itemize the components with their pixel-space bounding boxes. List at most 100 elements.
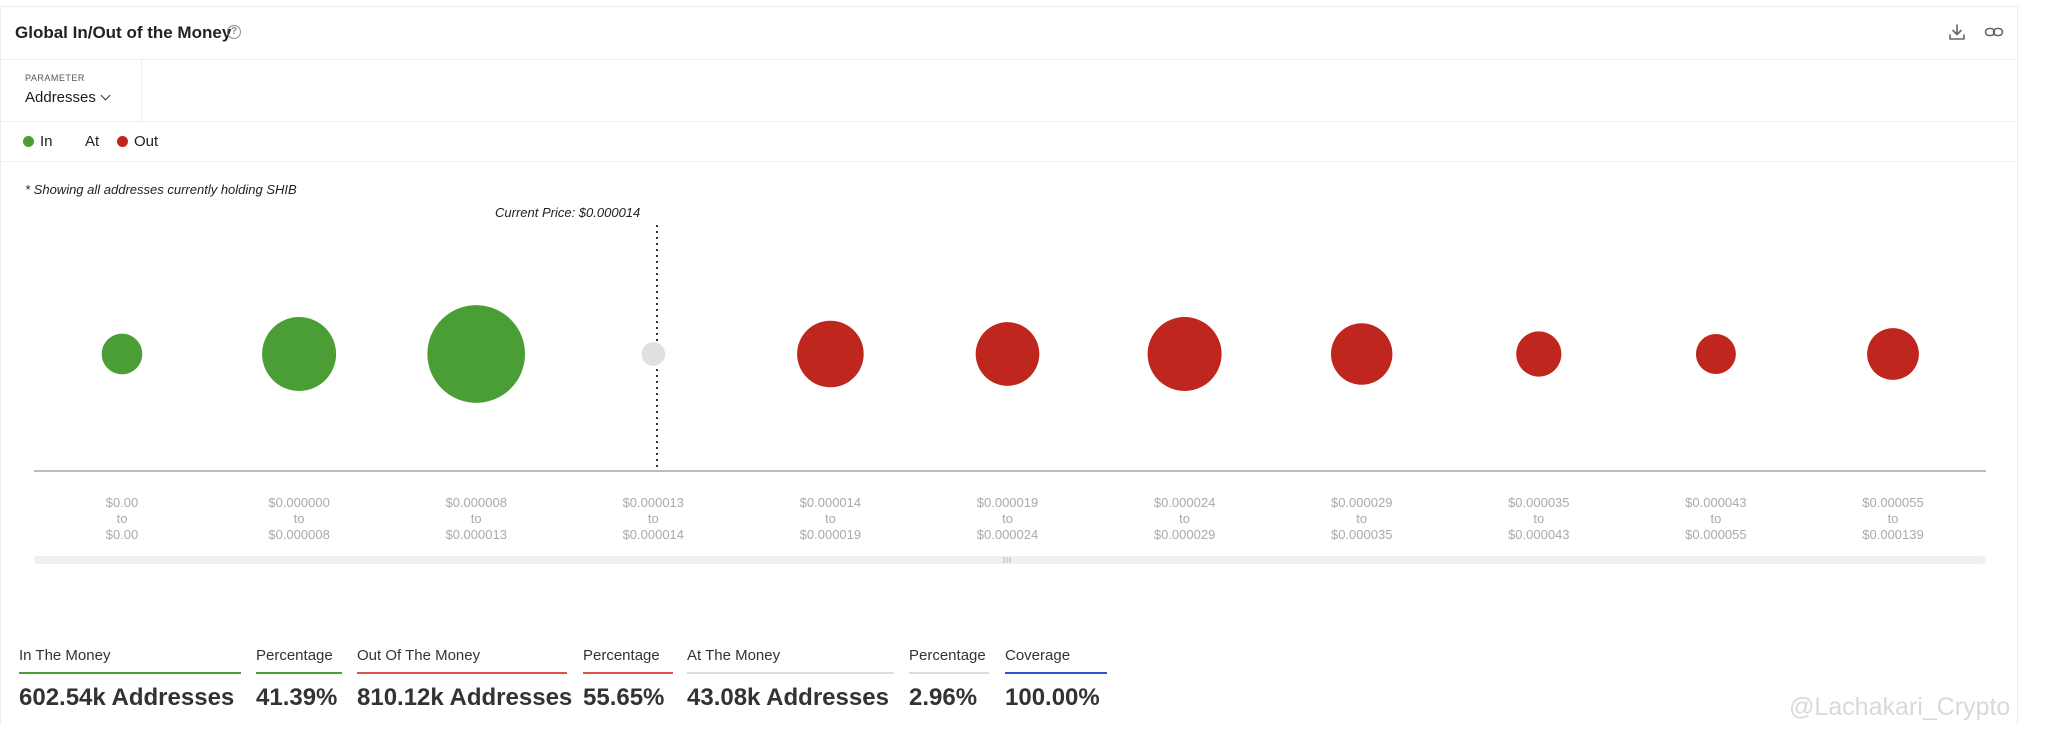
tick-label: to — [825, 511, 836, 526]
link-icon[interactable] — [1983, 21, 2005, 43]
stat-label: Out Of The Money — [357, 647, 481, 664]
parameter-label: PARAMETER — [25, 73, 85, 83]
tick-label: $0.000008 — [445, 495, 506, 510]
tick-labels-group: $0.00to$0.00$0.000000to$0.000008$0.00000… — [106, 495, 1924, 542]
tick-label: $0.000043 — [1508, 527, 1569, 542]
tick-label: $0.000029 — [1154, 527, 1215, 542]
stat-underline — [687, 672, 894, 674]
tick-label: $0.000055 — [1685, 527, 1746, 542]
tick-label: $0.000013 — [623, 495, 684, 510]
legend: In At Out — [1, 121, 2017, 162]
stat-block: Percentage 55.65% — [583, 647, 673, 712]
legend-label-out: Out — [134, 133, 159, 150]
tick-label: to — [1533, 511, 1544, 526]
stat-underline — [583, 672, 673, 674]
legend-label-at: At — [85, 133, 100, 150]
bubble-out[interactable] — [1695, 334, 1736, 374]
tick-label: to — [1002, 511, 1013, 526]
tick-label: $0.000014 — [800, 495, 861, 510]
legend-item-at[interactable]: At — [85, 133, 99, 150]
tick-label: $0.000019 — [977, 495, 1038, 510]
stat-value: 100.00% — [1005, 684, 1100, 711]
tick-label: $0.000014 — [623, 527, 684, 542]
bubble-out[interactable] — [1147, 317, 1222, 391]
stat-value: 43.08k Addresses — [687, 684, 889, 711]
legend-dot-in — [23, 136, 34, 147]
bubble-out[interactable] — [975, 322, 1040, 386]
scrollbar-grip-icon[interactable] — [1003, 557, 1011, 563]
bubble-out[interactable] — [1516, 331, 1562, 377]
tick-label: $0.00 — [106, 495, 139, 510]
stat-underline — [909, 672, 989, 674]
tick-label: $0.00 — [106, 527, 139, 542]
tick-label: $0.000013 — [445, 527, 506, 542]
holding-note: * Showing all addresses currently holdin… — [25, 182, 297, 197]
tick-label: $0.000035 — [1508, 495, 1569, 510]
tick-label: to — [1356, 511, 1367, 526]
stat-label: Coverage — [1005, 647, 1071, 664]
tick-label: to — [1888, 511, 1899, 526]
bubble-in[interactable] — [101, 333, 143, 375]
chart-card: Global In/Out of the Money ? PARAMETER A… — [0, 6, 2018, 725]
stat-block: Percentage 2.96% — [909, 647, 989, 712]
tick-label: $0.000139 — [1862, 527, 1923, 542]
stat-label: Percentage — [909, 647, 986, 664]
stat-underline — [357, 672, 567, 674]
stat-label: In The Money — [19, 647, 111, 664]
tick-label: $0.000029 — [1331, 495, 1392, 510]
chevron-down-icon — [100, 90, 111, 101]
tick-label: to — [294, 511, 305, 526]
parameter-cell: PARAMETER Addresses — [1, 59, 142, 121]
download-icon[interactable] — [1946, 21, 1968, 43]
tick-label: to — [648, 511, 659, 526]
summary-stats: In The Money 602.54k Addresses Percentage 4… — [1, 647, 1161, 732]
stat-label: At The Money — [687, 647, 781, 664]
stat-block: Percentage 41.39% — [256, 647, 342, 712]
legend-item-in[interactable]: In — [23, 133, 53, 150]
stat-underline — [19, 672, 241, 674]
stat-value: 810.12k Addresses — [357, 684, 573, 711]
stat-label: Percentage — [256, 647, 333, 664]
bubble-out[interactable] — [797, 320, 864, 388]
stat-underline — [256, 672, 342, 674]
legend-dot-out — [117, 136, 128, 147]
bubble-out[interactable] — [1330, 323, 1393, 385]
tick-label: to — [471, 511, 482, 526]
legend-label-in: In — [40, 133, 53, 150]
bubble-at[interactable] — [641, 342, 666, 366]
tick-label: $0.000008 — [268, 527, 329, 542]
parameter-dropdown[interactable]: Addresses — [25, 89, 111, 106]
legend-item-out[interactable]: Out — [117, 133, 158, 150]
tick-label: to — [117, 511, 128, 526]
stat-block: Out Of The Money 810.12k Addresses — [357, 647, 573, 712]
tick-label: to — [1179, 511, 1190, 526]
stat-block: In The Money 602.54k Addresses — [19, 647, 241, 712]
tick-label: $0.000055 — [1862, 495, 1923, 510]
tick-label: $0.000024 — [1154, 495, 1215, 510]
stat-value: 41.39% — [256, 684, 338, 711]
tick-label: $0.000019 — [800, 527, 861, 542]
tick-label: $0.000043 — [1685, 495, 1746, 510]
parameter-bar: PARAMETER Addresses — [1, 59, 2017, 122]
tick-label: $0.000000 — [268, 495, 329, 510]
bubble-out[interactable] — [1867, 328, 1919, 380]
bubbles-group — [101, 305, 1919, 403]
bubble-chart: $0.00to$0.00$0.000000to$0.000008$0.00000… — [34, 225, 1986, 564]
tick-label: to — [1710, 511, 1721, 526]
tick-label: $0.000024 — [977, 527, 1038, 542]
question-circle-icon[interactable]: ? — [227, 25, 241, 39]
stat-underline — [1005, 672, 1107, 674]
parameter-value: Addresses — [25, 89, 96, 106]
card-header: Global In/Out of the Money ? — [1, 7, 2017, 60]
current-price-label: Current Price: $0.000014 — [495, 205, 641, 220]
watermark: @Lachakari_Crypto — [1789, 693, 2011, 721]
page-title: Global In/Out of the Money — [15, 23, 232, 42]
stat-value: 602.54k Addresses — [19, 684, 235, 711]
bubble-in[interactable] — [262, 317, 337, 391]
tick-label: $0.000035 — [1331, 527, 1392, 542]
bubble-in[interactable] — [427, 305, 526, 403]
stat-label: Percentage — [583, 647, 660, 664]
stat-value: 55.65% — [583, 684, 665, 711]
stat-value: 2.96% — [909, 684, 978, 711]
stat-block: Coverage 100.00% — [1005, 647, 1107, 712]
